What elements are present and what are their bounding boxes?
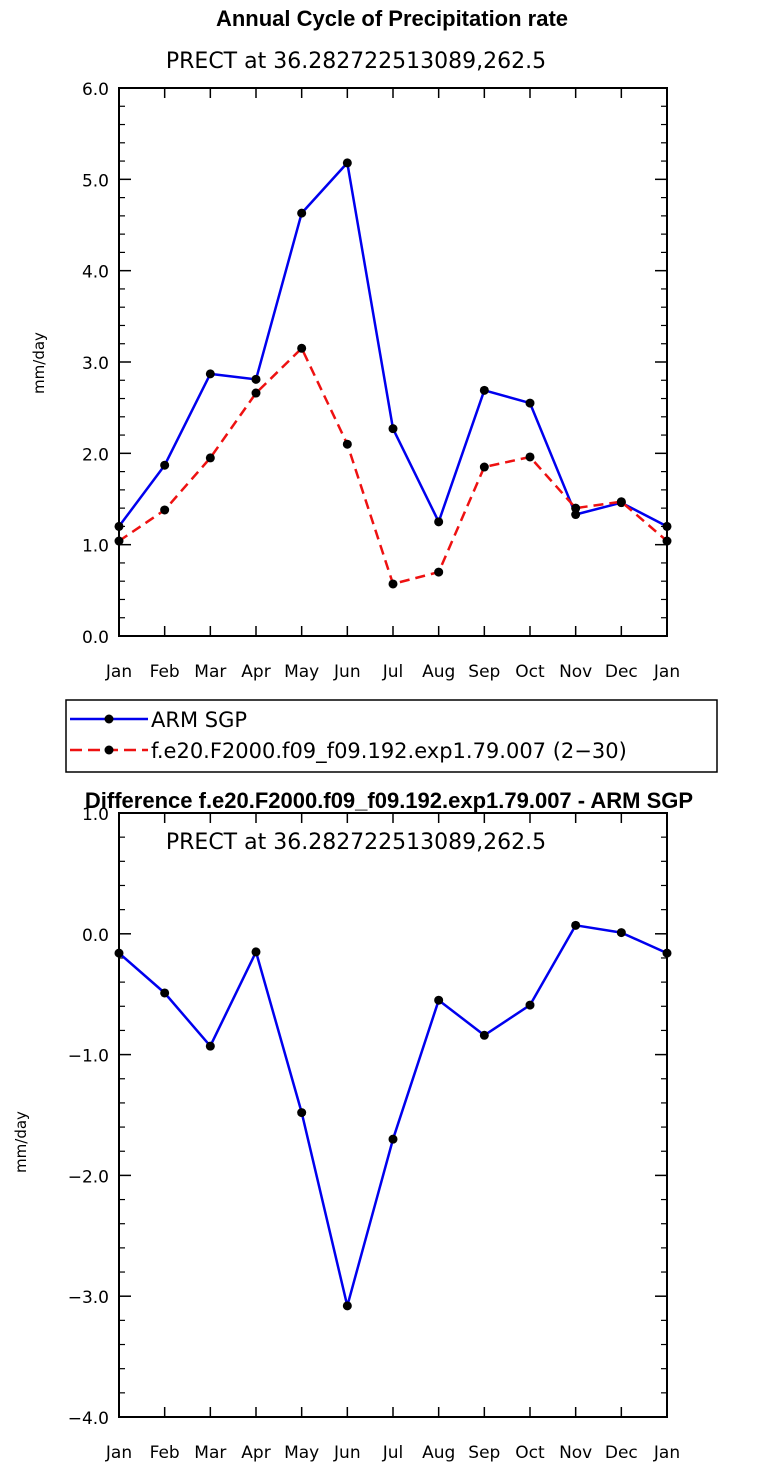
chart2-xtick-label: Aug: [422, 1443, 455, 1463]
chart2-xtick-label: May: [284, 1443, 319, 1463]
chart1-xtick-label: Jan: [105, 662, 132, 682]
chart2-xtick-label: Nov: [559, 1443, 592, 1463]
chart2-series-0-point: [114, 948, 124, 958]
chart1-series-1-point: [205, 453, 215, 463]
chart2-series-0-point: [662, 948, 672, 958]
chart1-series-0-point: [342, 158, 352, 168]
chart1-xtick-label: Mar: [194, 662, 226, 682]
chart1-series-1-point: [571, 503, 581, 513]
chart1-series-1-point: [297, 343, 307, 353]
chart1-ytick-label: 1.0: [82, 537, 109, 557]
chart2-xtick-label: Sep: [468, 1443, 500, 1463]
chart2-series-0-point: [434, 995, 444, 1005]
chart1-ytick-label: 4.0: [82, 263, 109, 283]
chart1-xtick-label: Jul: [382, 662, 404, 682]
chart2-series-0-point: [479, 1030, 489, 1040]
chart1-series-1-point: [114, 536, 124, 546]
chart2-series-0-point: [205, 1041, 215, 1051]
chart1-series-1-point: [479, 462, 489, 472]
chart1-ytick-label: 2.0: [82, 445, 109, 465]
chart1-series-1-point: [160, 505, 170, 515]
chart2-title: Difference f.e20.F2000.f09_f09.192.exp1.…: [85, 788, 693, 813]
chart1-ytick-label: 5.0: [82, 171, 109, 191]
legend-marker-model: [104, 745, 114, 755]
chart2-series-0-point: [251, 947, 261, 957]
chart2-series-0-point: [571, 920, 581, 930]
chart2-series-0-point: [525, 1000, 535, 1010]
chart1-plot-area: Jan Feb Mar Apr May Jun Jul Aug Sep Oct Nov Dec Jan 0…: [82, 80, 680, 682]
chart1-xtick-label: Jun: [333, 662, 361, 682]
chart1-ytick-label: 3.0: [82, 354, 109, 374]
chart2-series-0-point: [616, 928, 626, 938]
chart1-xtick-label: Dec: [605, 662, 638, 682]
chart2-ylabel: mm/day: [12, 1111, 30, 1173]
chart2-xtick-label: Jul: [382, 1443, 404, 1463]
chart2-ytick-label: 0.0: [82, 926, 109, 946]
chart2-series-0-point: [160, 988, 170, 998]
chart1-series-1-point: [251, 388, 261, 398]
chart1-series-0-point: [160, 460, 170, 470]
chart1-xtick-label: Oct: [515, 662, 545, 682]
legend-marker-arm-sgp: [104, 714, 114, 724]
chart1-xtick-label: Apr: [241, 662, 270, 682]
chart1-series-0-point: [662, 521, 672, 531]
chart1-series-0-point: [479, 385, 489, 395]
chart1-ytick-label: 0.0: [82, 628, 109, 648]
chart1-series-0-point: [205, 369, 215, 379]
legend-label-model: f.e20.F2000.f09_f09.192.exp1.79.007 (2−3…: [151, 739, 627, 764]
chart2-ytick-label: −2.0: [68, 1167, 109, 1187]
chart2-ytick-label: −3.0: [68, 1288, 109, 1308]
chart1-series-1-point: [388, 579, 398, 589]
chart1-series-0-point: [297, 208, 307, 218]
chart1-series-0-point: [571, 510, 581, 520]
chart2-plot-area: Jan Feb Mar Apr May Jun Jul Aug Sep Oct Nov Dec Jan −…: [68, 805, 680, 1463]
chart2-xtick-label: Apr: [241, 1443, 270, 1463]
chart1-ylabel: mm/day: [30, 332, 48, 394]
chart2-ytick-label: 1.0: [82, 805, 109, 825]
chart1-series-1-point: [662, 536, 672, 546]
chart2-series-0-point: [388, 1134, 398, 1144]
chart1-series-1-point: [342, 439, 352, 449]
chart1-frame: [118, 87, 668, 637]
chart1-series-0-line: [117, 161, 668, 528]
chart1-xtick-label: May: [284, 662, 319, 682]
chart1-xtick-label: Feb: [150, 662, 180, 682]
chart2-xtick-label: Jan: [653, 1443, 680, 1463]
chart1-ytick-label: 6.0: [82, 80, 109, 100]
chart1-series-0-point: [251, 374, 261, 384]
chart2-series-0-point: [297, 1108, 307, 1118]
chart2-xtick-label: Mar: [194, 1443, 226, 1463]
chart2-series-0-point: [342, 1301, 352, 1311]
chart1-series-0-point: [525, 398, 535, 408]
chart1-xtick-label: Aug: [422, 662, 455, 682]
chart1-xtick-label: Jan: [653, 662, 680, 682]
chart2-ytick-label: −1.0: [68, 1047, 109, 1067]
chart2-ytick-label: −4.0: [68, 1409, 109, 1429]
chart1-series-1-point: [616, 497, 626, 507]
legend-box: [65, 699, 718, 773]
chart1-series-0-point: [434, 517, 444, 527]
chart2-frame: [118, 812, 668, 1418]
chart1-xtick-label: Nov: [559, 662, 592, 682]
legend-label-arm-sgp: ARM SGP: [151, 708, 247, 732]
chart1-subtitle: PRECT at 36.282722513089,262.5: [166, 49, 546, 74]
chart1-series-0-point: [114, 521, 124, 531]
chart1-series-0-point: [388, 424, 398, 434]
chart1-series-1-point: [434, 567, 444, 577]
chart1-series-1-line: [118, 347, 668, 586]
chart2-xtick-label: Oct: [515, 1443, 545, 1463]
legend: ARM SGP f.e20.F2000.f09_f09.192.exp1.79.…: [65, 699, 718, 773]
chart1-title: Annual Cycle of Precipitation rate: [216, 6, 568, 31]
chart2-series-0-line: [118, 924, 668, 1308]
chart2-subtitle: PRECT at 36.282722513089,262.5: [166, 830, 546, 855]
chart2-xtick-label: Feb: [150, 1443, 180, 1463]
chart1-series-1-point: [525, 452, 535, 462]
chart1-xtick-label: Sep: [468, 662, 500, 682]
chart2-xtick-label: Jan: [105, 1443, 132, 1463]
chart2-xtick-label: Jun: [333, 1443, 361, 1463]
chart2-xtick-label: Dec: [605, 1443, 638, 1463]
